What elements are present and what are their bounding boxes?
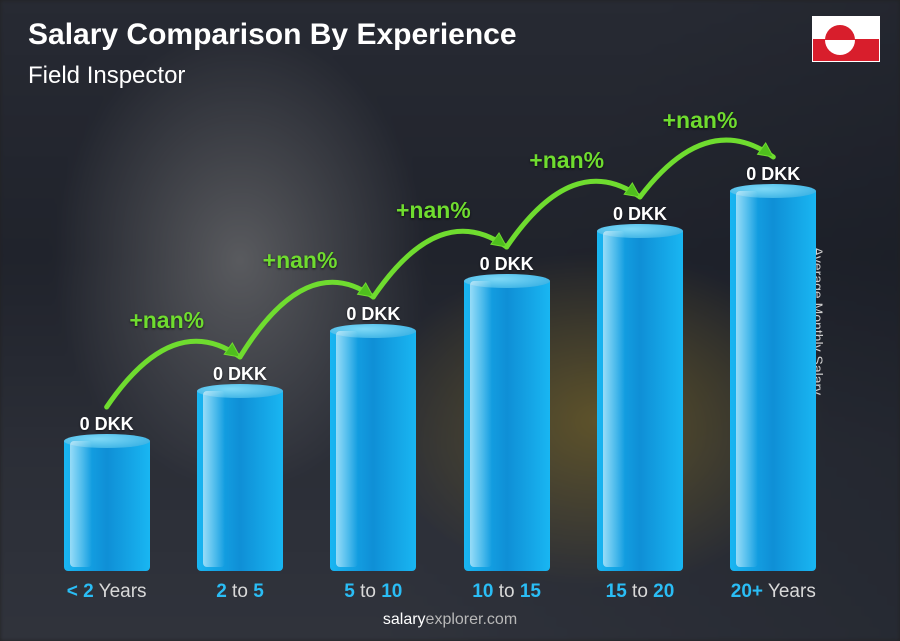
bar-slot-2: 0 DKK5 to 10 xyxy=(307,130,440,571)
bar-shine xyxy=(736,191,758,567)
bar-slot-4: 0 DKK15 to 20 xyxy=(573,130,706,571)
bar-slot-0: 0 DKK< 2 Years xyxy=(40,130,173,571)
bar xyxy=(730,191,816,571)
bar-shine xyxy=(336,331,358,567)
bar-value-label: 0 DKK xyxy=(213,364,267,385)
chart-subtitle: Field Inspector xyxy=(28,62,185,90)
bar xyxy=(197,391,283,571)
chart-container: Salary Comparison By Experience Field In… xyxy=(0,0,900,641)
flag-disc-top xyxy=(825,25,855,40)
bar-category-label: < 2 Years xyxy=(37,581,177,603)
bar-value-label: 0 DKK xyxy=(613,204,667,225)
footer-prefix: salary xyxy=(383,611,426,628)
flag-disc xyxy=(825,25,855,55)
chart-title: Salary Comparison By Experience xyxy=(28,18,517,52)
bar-shine xyxy=(603,231,625,567)
bar xyxy=(464,281,550,571)
footer-suffix: explorer.com xyxy=(426,611,518,628)
bar-slot-3: 0 DKK10 to 15 xyxy=(440,130,573,571)
bar-value-label: 0 DKK xyxy=(346,304,400,325)
bar-category-label: 15 to 20 xyxy=(570,581,710,603)
flag-disc-bottom xyxy=(825,40,855,55)
greenland-flag-icon xyxy=(812,16,880,62)
bar-category-label: 10 to 15 xyxy=(437,581,577,603)
bar-category-label: 5 to 10 xyxy=(303,581,443,603)
bar xyxy=(64,441,150,571)
bar-shine xyxy=(470,281,492,567)
bar-shine xyxy=(203,391,225,567)
bar-category-label: 20+ Years xyxy=(703,581,843,603)
bars-row: 0 DKK< 2 Years0 DKK2 to 50 DKK5 to 100 D… xyxy=(40,130,840,571)
bar xyxy=(597,231,683,571)
bar-shine xyxy=(70,441,92,567)
bar-category-label: 2 to 5 xyxy=(170,581,310,603)
bar-slot-1: 0 DKK2 to 5 xyxy=(173,130,306,571)
bar-value-label: 0 DKK xyxy=(480,254,534,275)
bar-slot-5: 0 DKK20+ Years xyxy=(707,130,840,571)
bar-chart: 0 DKK< 2 Years0 DKK2 to 50 DKK5 to 100 D… xyxy=(40,130,840,571)
footer-attribution: salaryexplorer.com xyxy=(0,611,900,629)
bar xyxy=(330,331,416,571)
bar-value-label: 0 DKK xyxy=(80,414,134,435)
bar-value-label: 0 DKK xyxy=(746,164,800,185)
